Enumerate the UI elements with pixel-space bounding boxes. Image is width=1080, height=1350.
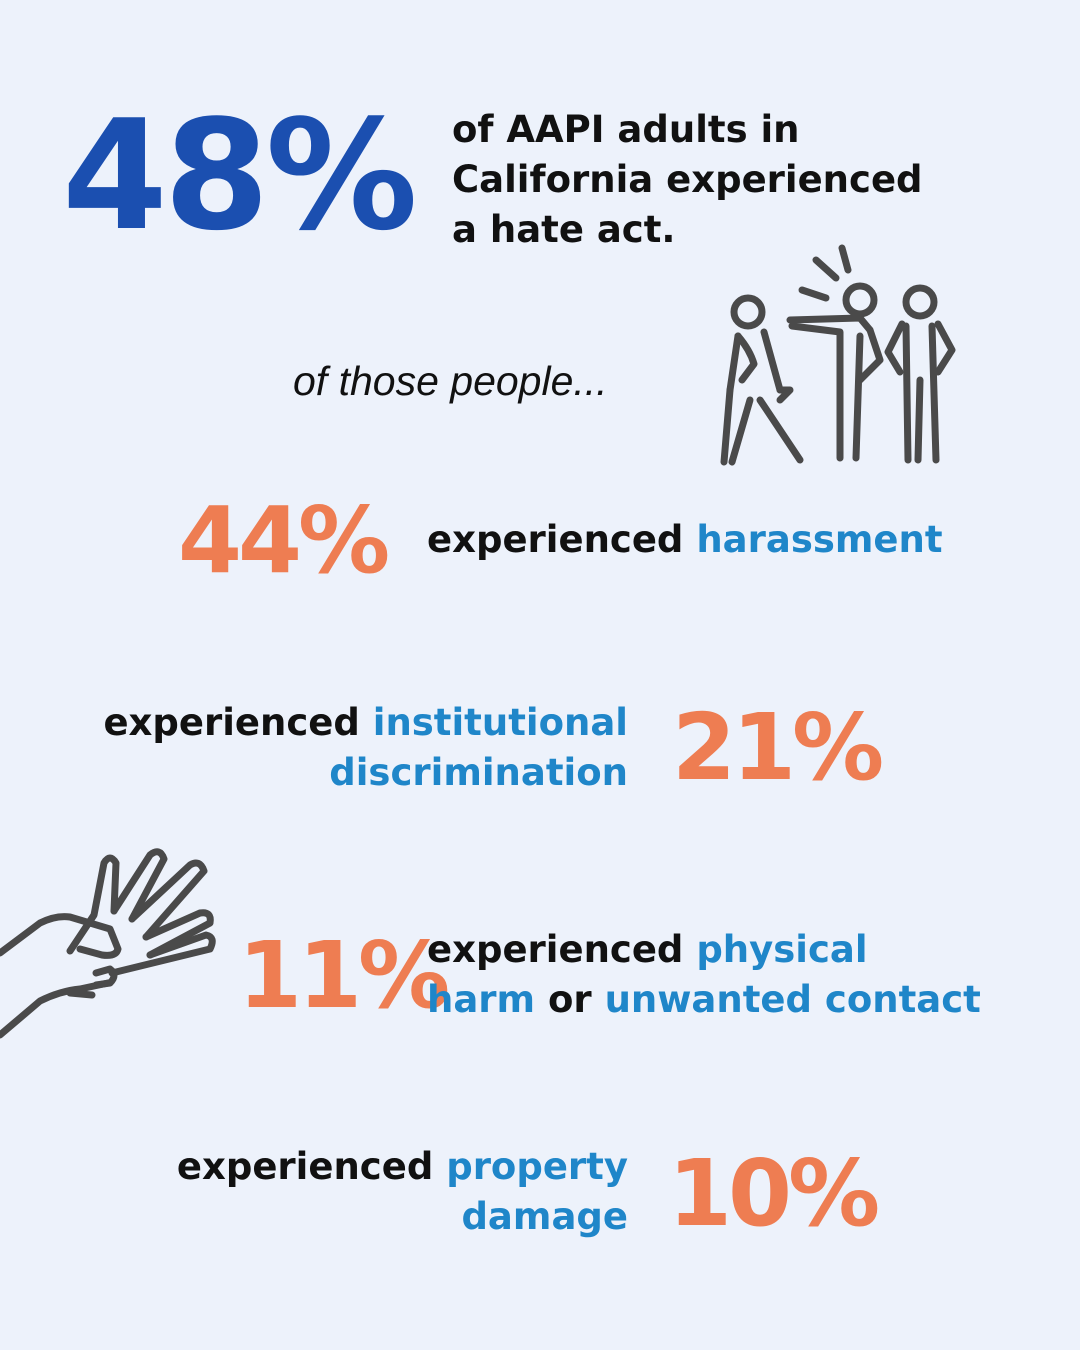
physical-harm-percent: 11% <box>238 922 450 1029</box>
physical-harm-text: experienced physical harm or unwanted co… <box>427 925 981 1025</box>
headline-percent: 48% <box>62 87 418 264</box>
discrimination-label-1: institutional <box>372 701 628 744</box>
grabbing-hand-icon <box>0 848 216 1039</box>
harassment-percent: 44% <box>178 487 390 594</box>
discrimination-prefix: experienced <box>103 701 360 744</box>
physical-harm-label-1: physical <box>696 928 868 971</box>
harassment-text: experienced harassment <box>427 515 943 565</box>
property-damage-label-1: property <box>446 1145 628 1188</box>
discrimination-percent: 21% <box>672 694 884 801</box>
harassment-label: harassment <box>696 518 943 561</box>
property-damage-prefix: experienced <box>176 1145 434 1188</box>
headline-line-3: a hate act. <box>452 208 676 251</box>
discrimination-text: experienced institutional discrimination <box>103 698 628 798</box>
headline-line-1: of AAPI adults in <box>452 108 800 151</box>
physical-harm-connector: or <box>548 978 592 1021</box>
physical-harm-label-2: harm <box>427 978 536 1021</box>
headline-line-2: California experienced <box>452 158 923 201</box>
property-damage-text: experienced property damage <box>177 1142 628 1242</box>
discrimination-label-2: discrimination <box>329 751 628 794</box>
property-damage-label-2: damage <box>461 1195 628 1238</box>
property-damage-percent: 10% <box>668 1140 880 1247</box>
physical-harm-prefix: experienced <box>427 928 684 971</box>
headline-description: of AAPI adults in California experienced… <box>452 105 923 255</box>
unwanted-contact-label: unwanted contact <box>604 978 981 1021</box>
harassment-prefix: experienced <box>427 518 684 561</box>
confrontation-figures-icon <box>720 244 956 466</box>
subheading: of those people... <box>293 358 608 404</box>
